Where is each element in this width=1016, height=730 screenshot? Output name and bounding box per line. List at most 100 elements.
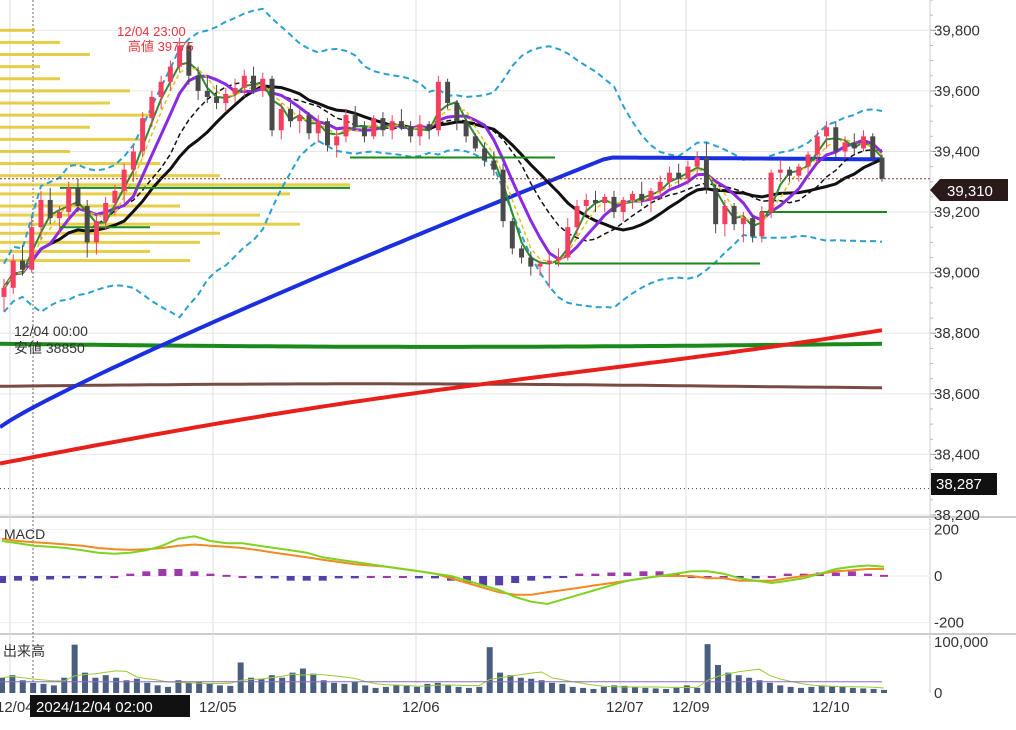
volume-bar bbox=[227, 685, 234, 693]
volume-profile-bar bbox=[0, 125, 90, 129]
volume-bar bbox=[787, 686, 794, 693]
price-tick-label: 39,800 bbox=[934, 22, 980, 39]
candle-body bbox=[592, 199, 598, 203]
macd-tick-label: 0 bbox=[934, 568, 942, 585]
current-price-badge: 39,310 bbox=[930, 179, 1008, 201]
volume-bar bbox=[185, 682, 192, 693]
volume-bar bbox=[476, 686, 483, 693]
crosshair-time-badge: 2024/12/04 02:00 bbox=[30, 695, 190, 717]
macd-histogram-bar bbox=[30, 576, 39, 581]
macd-histogram-bar bbox=[735, 576, 744, 579]
volume-bar bbox=[725, 672, 732, 693]
volume-bar bbox=[445, 685, 452, 693]
date-tick-label: 12/04 bbox=[0, 699, 34, 716]
volume-profile-bar bbox=[0, 249, 150, 253]
crosshair-time: 2024/12/04 02:00 bbox=[36, 699, 153, 716]
volume-profile-bar bbox=[0, 192, 290, 196]
current-price-value: 39,310 bbox=[947, 183, 993, 200]
volume-bar bbox=[258, 678, 265, 693]
volume-bar bbox=[870, 688, 877, 693]
volume-bar bbox=[538, 680, 545, 693]
candle-body bbox=[657, 181, 663, 191]
candle-body bbox=[787, 169, 793, 176]
volume-bar bbox=[372, 687, 379, 693]
volume-bar bbox=[414, 686, 421, 693]
candle-body bbox=[241, 75, 247, 88]
price-tick-label: 39,200 bbox=[934, 204, 980, 221]
volume-bar bbox=[9, 675, 16, 693]
volume-bar bbox=[320, 680, 327, 693]
macd-histogram-bar bbox=[62, 576, 71, 579]
candle-body bbox=[398, 121, 404, 128]
macd-tick-label: 200 bbox=[934, 521, 959, 538]
macd-histogram-bar bbox=[414, 576, 423, 579]
candle-body bbox=[546, 260, 552, 264]
volume-bar bbox=[144, 682, 151, 693]
candle-body bbox=[509, 221, 515, 249]
volume-bar bbox=[0, 677, 5, 693]
macd-histogram-bar bbox=[94, 576, 103, 579]
macd-histogram-bar bbox=[463, 576, 472, 583]
volume-bar bbox=[756, 680, 763, 693]
macd-histogram-bar bbox=[206, 573, 215, 576]
low-marker-badge: 38,287 bbox=[931, 473, 997, 495]
price-tick-label: 38,800 bbox=[934, 325, 980, 342]
volume-ma-line bbox=[1, 668, 885, 689]
candle-body bbox=[93, 221, 99, 243]
price-tick-label: 38,400 bbox=[934, 446, 980, 463]
volume-bar bbox=[113, 677, 120, 693]
volume-profile-bar bbox=[0, 231, 220, 235]
volume-bar bbox=[268, 675, 275, 693]
candle-body bbox=[842, 142, 848, 152]
volume-profile-bar bbox=[0, 101, 110, 105]
macd-histogram-bar bbox=[78, 576, 87, 579]
volume-bar bbox=[860, 688, 867, 693]
candle-body bbox=[103, 202, 109, 222]
volume-bar bbox=[621, 685, 628, 693]
volume-bar bbox=[673, 686, 680, 693]
macd-histogram-bar bbox=[382, 576, 391, 578]
volume-bar bbox=[818, 685, 825, 693]
volume-bar bbox=[133, 678, 140, 693]
volume-bar bbox=[839, 686, 846, 693]
candle-body bbox=[472, 136, 478, 149]
ma-dashed-line bbox=[3, 81, 883, 289]
candle-body bbox=[269, 78, 275, 131]
volume-bar bbox=[82, 672, 89, 693]
ma-blue-line bbox=[0, 155, 882, 429]
date-tick-label: 12/05 bbox=[199, 699, 237, 716]
candle-body bbox=[324, 121, 330, 146]
candle-body bbox=[814, 136, 820, 155]
candle-body bbox=[417, 124, 423, 137]
candle-body bbox=[47, 199, 53, 219]
volume-profile-bar bbox=[0, 40, 60, 44]
date-tick-label: 12/06 bbox=[402, 699, 440, 716]
volume-bar bbox=[829, 685, 836, 693]
date-tick-label: 12/09 bbox=[672, 699, 710, 716]
volume-bar bbox=[528, 678, 535, 693]
candle-body bbox=[19, 260, 25, 270]
volume-bar bbox=[580, 687, 587, 693]
volume-bar bbox=[216, 685, 223, 693]
volume-profile-bar bbox=[0, 240, 200, 244]
candle-body bbox=[121, 169, 127, 191]
volume-bar bbox=[517, 677, 524, 693]
price-tick-label: 39,000 bbox=[934, 265, 980, 282]
candle-body bbox=[297, 115, 303, 122]
macd-title: MACD bbox=[4, 526, 45, 542]
candle-body bbox=[278, 109, 284, 131]
volume-bar bbox=[465, 687, 472, 693]
macd-histogram-bar bbox=[799, 573, 808, 576]
macd-tick-label: -200 bbox=[934, 615, 964, 632]
candle-body bbox=[482, 148, 488, 161]
volume-bar bbox=[663, 688, 670, 693]
macd-histogram-bar bbox=[254, 576, 263, 579]
candle-body bbox=[861, 136, 867, 149]
candle-body bbox=[805, 154, 811, 167]
candle-body bbox=[648, 190, 654, 200]
candle-body bbox=[260, 78, 266, 91]
macd-histogram-bar bbox=[495, 576, 504, 586]
low-marker-value: 38,287 bbox=[936, 476, 982, 493]
candle-body bbox=[620, 199, 626, 213]
candle-body bbox=[315, 121, 321, 134]
